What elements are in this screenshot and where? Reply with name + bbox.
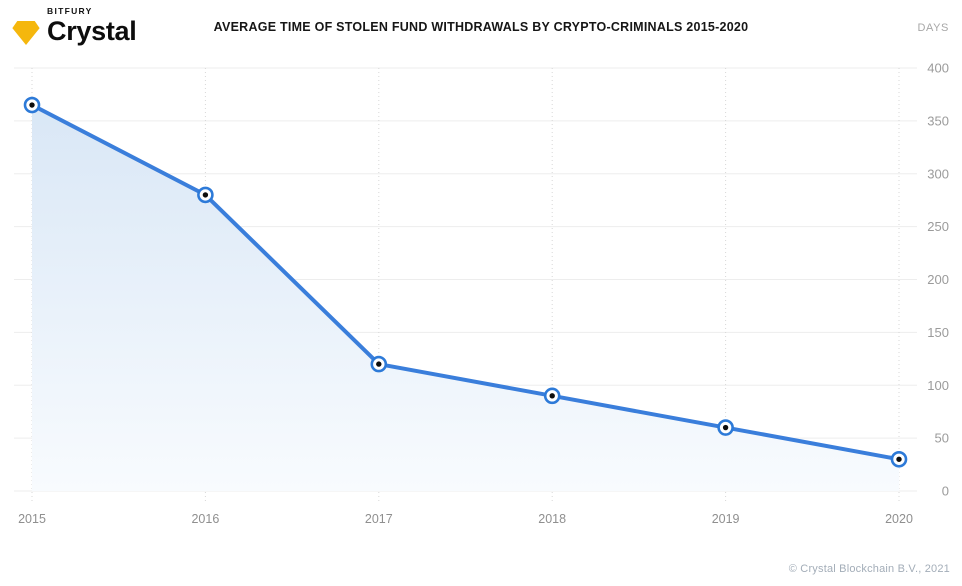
chart-title: AVERAGE TIME OF STOLEN FUND WITHDRAWALS … <box>213 20 749 34</box>
x-tick-label: 2017 <box>365 512 393 526</box>
diamond-icon <box>12 21 40 45</box>
data-point-dot <box>29 102 35 108</box>
y-tick-label: 300 <box>927 166 949 181</box>
y-tick-label: 150 <box>927 325 949 340</box>
brand-logo: BITFURY Crystal <box>12 6 137 46</box>
data-point-dot <box>202 192 209 198</box>
x-tick-label: 2015 <box>18 512 46 526</box>
y-tick-label: 400 <box>927 61 949 76</box>
brand-text: BITFURY Crystal <box>47 6 137 46</box>
x-tick-label: 2019 <box>712 512 740 526</box>
x-tick-label: 2016 <box>191 512 219 526</box>
y-tick-label: 250 <box>927 219 949 234</box>
x-tick-label: 2020 <box>885 512 913 526</box>
brand-name-label: Crystal <box>47 16 137 46</box>
x-tick-label: 2018 <box>538 512 566 526</box>
y-tick-label: 50 <box>935 431 949 446</box>
data-point-dot <box>376 361 382 367</box>
y-tick-label: 200 <box>927 272 949 287</box>
area-fill <box>32 105 899 491</box>
y-tick-label: 0 <box>942 484 949 499</box>
y-tick-label: 100 <box>927 378 949 393</box>
data-point-dot <box>896 456 902 462</box>
data-point-dot <box>549 393 555 399</box>
copyright-label: © Crystal Blockchain B.V., 2021 <box>788 563 950 575</box>
y-tick-label: 350 <box>927 113 949 128</box>
data-point-dot <box>722 424 729 431</box>
brand-top-label: BITFURY <box>47 6 93 16</box>
data-line <box>30 103 901 462</box>
y-axis-unit-label: DAYS <box>917 22 949 34</box>
